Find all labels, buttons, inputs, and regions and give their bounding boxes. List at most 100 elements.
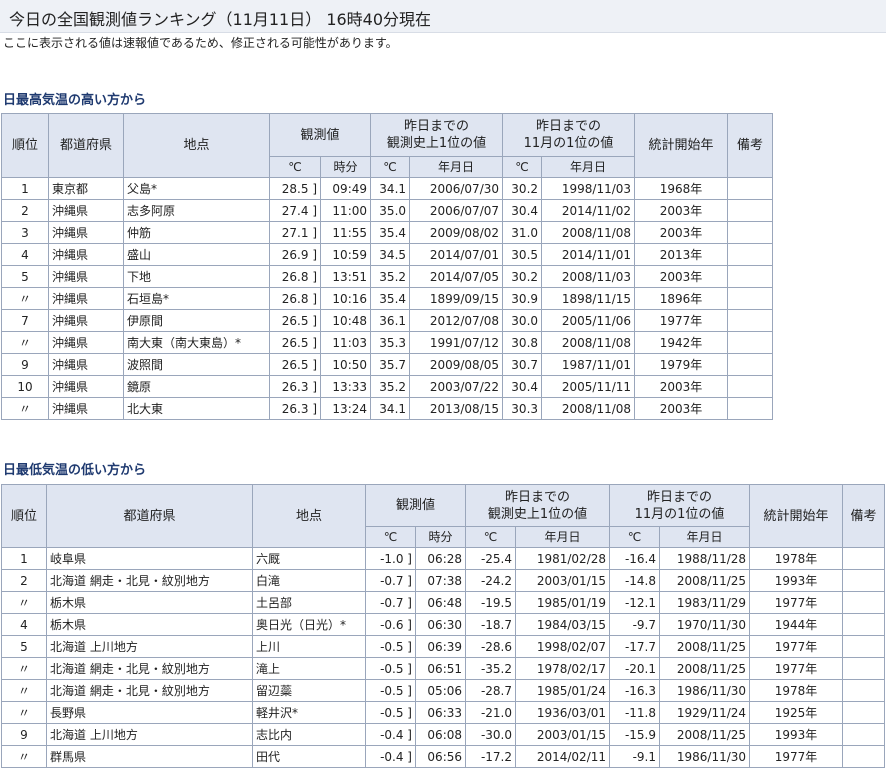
cell-record-all-date: 2013/08/15 [409, 397, 504, 420]
cell-observed-time: 05:06 [414, 679, 467, 702]
cell-prefecture: 北海道 網走・北見・紋別地方 [46, 679, 253, 702]
unit-observed-c: ℃ [365, 526, 416, 548]
table-row: 3 沖縄県 仲筋 27.1 ] 11:55 35.4 2009/08/02 31.0 2008/… [1, 221, 774, 244]
cell-prefecture: 沖縄県 [48, 375, 124, 398]
cell-rank: 〃 [1, 397, 49, 420]
cell-record-all-date: 2014/07/05 [409, 265, 504, 288]
cell-start-year: 2003年 [634, 375, 729, 398]
cell-record-all-value: 34.1 [370, 397, 411, 420]
cell-station: 田代 [252, 745, 366, 768]
cell-record-all-date: 1981/02/28 [515, 547, 611, 570]
header-start-year: 統計開始年 [749, 484, 844, 548]
cell-record-all-date: 1984/03/15 [515, 613, 611, 636]
cell-remarks [727, 265, 774, 288]
cell-record-all-date: 2012/07/08 [409, 309, 504, 332]
cell-record-all-date: 1985/01/24 [515, 679, 611, 702]
cell-record-month-date: 2008/11/08 [541, 331, 636, 354]
cell-record-all-value: 35.3 [370, 331, 411, 354]
unit-record-all-c: ℃ [370, 156, 411, 178]
cell-record-month-date: 1983/11/29 [659, 591, 751, 614]
table-row: 〃沖縄県 北大東 26.3 ] 13:24 34.1 2013/08/15 30.3 2008… [1, 397, 774, 420]
cell-start-year: 2003年 [634, 265, 729, 288]
cell-record-month-value: 30.7 [502, 353, 543, 376]
cell-record-month-date: 2005/11/06 [541, 309, 636, 332]
cell-rank: 〃 [1, 745, 47, 768]
header-remarks: 備考 [727, 113, 774, 178]
unit-record-all-c: ℃ [465, 526, 517, 548]
cell-remarks [727, 309, 774, 332]
table-row: 5 北海道 上川地方 上川 -0.5 ] 06:39 -28.6 1998/02/07 -17… [1, 635, 886, 658]
cell-start-year: 2013年 [634, 243, 729, 266]
cell-rank: 1 [1, 547, 47, 570]
cell-prefecture: 沖縄県 [48, 309, 124, 332]
header-remarks: 備考 [842, 484, 886, 548]
cell-record-all-date: 2009/08/05 [409, 353, 504, 376]
cell-remarks [842, 635, 886, 658]
cell-prefecture: 沖縄県 [48, 287, 124, 310]
header-record-month: 昨日までの 11月の1位の値 [609, 484, 751, 527]
cell-observed-time: 13:24 [319, 397, 372, 420]
cell-record-all-value: -24.2 [465, 569, 517, 592]
cell-station: 石垣島* [123, 287, 270, 310]
cell-observed-value: -1.0 ] [365, 547, 416, 570]
cell-station: 鏡原 [123, 375, 270, 398]
cell-remarks [727, 199, 774, 222]
cell-record-month-date: 2008/11/25 [659, 635, 751, 658]
cell-record-month-value: -17.7 [609, 635, 661, 658]
cell-record-all-date: 2014/07/01 [409, 243, 504, 266]
cell-prefecture: 沖縄県 [48, 353, 124, 376]
cell-record-month-value: -15.9 [609, 723, 661, 746]
header-start-year: 統計開始年 [634, 113, 729, 178]
table-row: 10 沖縄県 鏡原 26.3 ] 13:33 35.2 2003/07/22 30.4 2005… [1, 375, 774, 398]
cell-observed-time: 10:50 [319, 353, 372, 376]
cell-remarks [727, 397, 774, 420]
cell-record-month-date: 2008/11/08 [541, 221, 636, 244]
cell-observed-time: 10:16 [319, 287, 372, 310]
high-temp-heading: 日最高気温の高い方から [3, 93, 147, 108]
cell-prefecture: 栃木県 [46, 591, 253, 614]
header-record-month: 昨日までの 11月の1位の値 [502, 113, 636, 157]
title-bar: 今日の全国観測値ランキング（11月11日） 16時40分現在 [0, 0, 886, 33]
cell-station: 下地 [123, 265, 270, 288]
cell-observed-value: -0.4 ] [365, 745, 416, 768]
header-record-all-line2: 観測史上1位の値 [386, 136, 487, 151]
header-record-month-line1: 昨日までの [536, 119, 602, 134]
cell-station: 留辺蘂 [252, 679, 366, 702]
header-record-all: 昨日までの 観測史上1位の値 [370, 113, 504, 157]
cell-record-all-value: -28.6 [465, 635, 517, 658]
cell-observed-value: 26.5 ] [269, 353, 321, 376]
header-record-month-line1: 昨日までの [647, 489, 713, 505]
cell-station: 仲筋 [123, 221, 270, 244]
preliminary-notice: ここに表示される値は速報値であるため、修正される可能性があります。 [3, 36, 398, 50]
cell-record-month-value: 30.2 [502, 177, 543, 200]
cell-remarks [842, 723, 886, 746]
cell-station: 奥日光（日光）* [252, 613, 366, 636]
cell-observed-time: 09:49 [319, 177, 372, 200]
cell-observed-value: -0.5 ] [365, 701, 416, 724]
high-temp-table: 順位 都道府県 地点 観測値 昨日までの 観測史上1位の値 昨日までの 11月の1位… [1, 113, 774, 420]
cell-prefecture: 北海道 網走・北見・紋別地方 [46, 657, 253, 680]
low-temp-heading: 日最低気温の低い方から [3, 463, 147, 478]
cell-remarks [727, 353, 774, 376]
cell-observed-time: 07:38 [414, 569, 467, 592]
cell-prefecture: 沖縄県 [48, 331, 124, 354]
cell-record-month-value: 31.0 [502, 221, 543, 244]
header-station: 地点 [252, 484, 366, 548]
cell-prefecture: 北海道 上川地方 [46, 723, 253, 746]
unit-observed-time: 時分 [319, 156, 372, 178]
cell-station: 父島* [123, 177, 270, 200]
unit-observed-time: 時分 [414, 526, 467, 548]
cell-observed-value: -0.5 ] [365, 635, 416, 658]
cell-prefecture: 東京都 [48, 177, 124, 200]
cell-record-month-date: 2008/11/03 [541, 265, 636, 288]
cell-observed-value: -0.6 ] [365, 613, 416, 636]
cell-start-year: 1944年 [749, 613, 844, 636]
cell-remarks [842, 701, 886, 724]
cell-remarks [727, 221, 774, 244]
cell-start-year: 1925年 [749, 701, 844, 724]
header-record-month-line2: 11月の1位の値 [523, 136, 614, 151]
cell-prefecture: 北海道 網走・北見・紋別地方 [46, 569, 253, 592]
cell-record-month-value: 30.5 [502, 243, 543, 266]
cell-record-all-value: 35.2 [370, 375, 411, 398]
table-row: 〃群馬県 田代 -0.4 ] 06:56 -17.2 2014/02/11 -9.1 1986… [1, 745, 886, 768]
